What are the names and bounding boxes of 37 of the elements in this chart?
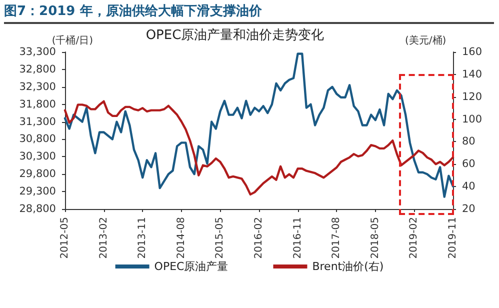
line-series (64, 52, 454, 198)
y2-tick-label: 80 (462, 136, 476, 148)
x-tick-label: 2016-02 (254, 217, 264, 259)
y2-tick-label: 40 (462, 180, 476, 193)
y-tick-label: 31,300 (19, 116, 56, 128)
y-tick-label: 29,800 (19, 168, 56, 180)
y-tick-label: 28,800 (19, 203, 56, 215)
y-tick-label: 32,800 (19, 63, 56, 76)
x-tick-label: 2019-02 (408, 217, 420, 259)
line-series (64, 100, 454, 196)
legend-label: OPEC原油产量 (154, 260, 228, 273)
y2-axis-title: (美元/桶) (405, 34, 446, 46)
x-tick-label: 2018-05 (370, 217, 381, 259)
y2-tick-label: 20 (462, 203, 476, 215)
x-tick-label: 2014-08 (176, 217, 187, 259)
x-tick-label: 2013-11 (137, 217, 148, 259)
x-tick-label: 2013-02 (98, 217, 110, 259)
y2-tick-label: 160 (462, 46, 482, 58)
y-tick-label: 31,800 (19, 98, 56, 110)
chart-subtitle: OPEC原油产量和油价走势变化 (146, 28, 324, 43)
y2-tick-label: 60 (462, 158, 476, 170)
y-tick-label: 30,800 (19, 133, 56, 146)
chart-title: 图7：2019 年，原油供给大幅下滑支撑油价 (4, 2, 494, 24)
x-tick-label: 2016-11 (292, 217, 304, 259)
y-tick-label: 33,300 (19, 46, 56, 58)
x-tick-label: 2012-05 (60, 217, 70, 259)
x-tick-label: 2017-08 (331, 217, 342, 259)
y-tick-label: 32,300 (19, 80, 56, 93)
y2-tick-label: 100 (462, 113, 482, 126)
x-tick-label: 2019-11 (448, 217, 458, 259)
y2-tick-label: 120 (462, 90, 482, 103)
y2-tick-label: 140 (462, 68, 482, 80)
legend-label: Brent油价(右) (312, 260, 384, 273)
x-tick-label: 2015-05 (214, 217, 226, 259)
y-tick-label: 30,300 (19, 150, 56, 163)
y-tick-label: 29,300 (19, 186, 56, 198)
y-axis-title: (千桶/日) (52, 34, 94, 46)
